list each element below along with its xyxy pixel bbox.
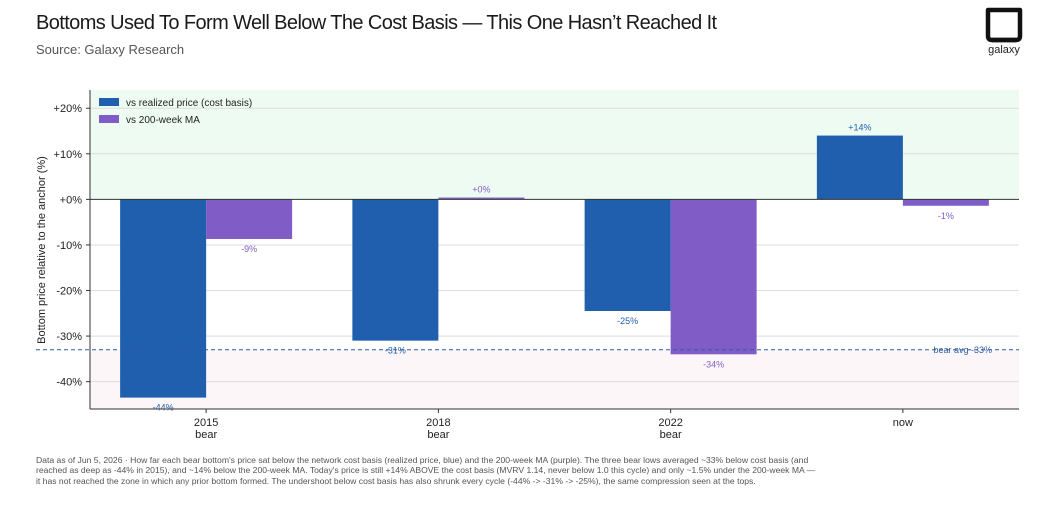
y-tick-label: -10%: [56, 240, 82, 252]
bar-200-week-ma: [670, 199, 757, 355]
x-tick-label: 2015: [194, 417, 218, 429]
data-label: -25%: [617, 316, 638, 326]
x-tick-label: bear: [660, 429, 682, 441]
y-tick-label: -20%: [56, 286, 82, 298]
bar-realized-price: [352, 199, 439, 341]
data-label: -1%: [938, 211, 954, 221]
y-tick-label: +0%: [60, 194, 83, 206]
x-tick-label: 2018: [426, 417, 450, 429]
footnote: Data as of Jun 5, 2026 · How far each be…: [36, 455, 816, 486]
y-tick-label: +20%: [54, 103, 83, 115]
bar-200-week-ma: [902, 199, 989, 206]
y-tick-label: -30%: [56, 331, 82, 343]
galaxy-logo-icon: [985, 7, 1023, 43]
page-subtitle: Source: Galaxy Research: [36, 42, 185, 57]
chart-bars: -44% -9% -31% +0% -25% -34% +14% -1%: [120, 123, 989, 413]
bar-realized-price: [584, 199, 671, 312]
logo-wordmark: galaxy: [988, 44, 1020, 56]
y-tick-label: +10%: [54, 149, 83, 161]
chart-axes: [89, 90, 1019, 410]
chart-ticks: +20%+10%+0%-10%-20%-30%-40%2015bear2018b…: [54, 103, 913, 441]
bar-realized-price: [120, 199, 207, 398]
page-title: Bottoms Used To Form Well Below The Cost…: [36, 12, 717, 34]
y-tick-label: -40%: [56, 377, 82, 389]
y-axis-label: Bottom price relative to the anchor (%): [36, 156, 48, 344]
data-label: -9%: [241, 244, 257, 254]
bottom-zone: [90, 349, 1019, 409]
legend-swatch: [99, 98, 119, 106]
legend-label: vs 200-week MA: [126, 115, 200, 126]
bar-200-week-ma: [438, 197, 525, 200]
bear-average-label: bear avg -33%: [933, 345, 992, 355]
chart-reference: bear avg -33%: [36, 345, 1019, 355]
data-label: +0%: [472, 185, 490, 195]
x-tick-label: 2022: [658, 417, 682, 429]
x-tick-label: bear: [427, 429, 449, 441]
data-label: -34%: [703, 359, 724, 369]
legend-label: vs realized price (cost basis): [126, 98, 252, 109]
x-tick-label: now: [893, 417, 913, 429]
data-label: +14%: [848, 123, 871, 133]
bar-200-week-ma: [206, 199, 293, 240]
bar-realized-price: [816, 135, 903, 200]
x-tick-label: bear: [195, 429, 217, 441]
legend-swatch: [99, 115, 119, 123]
chart-legend: vs realized price (cost basis) vs 200-wee…: [99, 98, 252, 126]
data-label: -44%: [153, 403, 174, 413]
data-label: -31%: [385, 346, 406, 356]
